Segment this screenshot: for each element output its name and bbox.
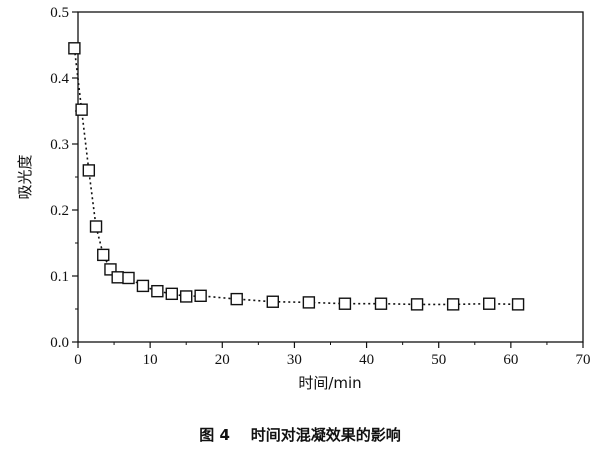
data-point bbox=[75, 103, 88, 116]
data-point bbox=[446, 298, 460, 311]
y-tick-label: 0.0 bbox=[50, 335, 69, 351]
x-tick-label: 10 bbox=[143, 352, 158, 368]
data-point bbox=[151, 284, 164, 298]
y-tick-label: 0.4 bbox=[50, 71, 69, 87]
data-point bbox=[82, 164, 96, 177]
data-point bbox=[266, 295, 279, 308]
data-point bbox=[97, 248, 110, 262]
y-tick-label: 0.2 bbox=[50, 203, 69, 219]
data-point bbox=[180, 290, 193, 303]
data-point bbox=[165, 287, 178, 301]
x-tick-label: 40 bbox=[359, 352, 374, 368]
x-axis-title: 时间/min bbox=[298, 374, 361, 392]
data-point bbox=[68, 42, 81, 55]
x-tick-label: 0 bbox=[74, 352, 82, 368]
data-point bbox=[122, 271, 135, 285]
data-point bbox=[374, 297, 388, 310]
data-point bbox=[194, 289, 207, 302]
data-point bbox=[483, 297, 496, 310]
x-tick-label: 70 bbox=[576, 352, 591, 368]
x-tick-label: 60 bbox=[503, 352, 518, 368]
data-point bbox=[230, 292, 243, 306]
figure-caption: 图 4 时间对混凝效果的影响 bbox=[199, 426, 401, 444]
y-axis-ticks: 0.0 0.1 0.2 0.3 0.4 0.5 bbox=[50, 5, 78, 351]
data-point bbox=[511, 298, 525, 311]
data-point bbox=[302, 296, 316, 309]
y-tick-label: 0.1 bbox=[50, 269, 69, 285]
data-point bbox=[111, 271, 124, 284]
data-point bbox=[104, 263, 117, 276]
y-tick-label: 0.5 bbox=[50, 5, 69, 21]
y-tick-label: 0.3 bbox=[50, 137, 69, 153]
x-tick-label: 50 bbox=[431, 352, 446, 368]
x-tick-label: 30 bbox=[287, 352, 302, 368]
x-tick-label: 20 bbox=[215, 352, 230, 368]
series-trend-line bbox=[73, 48, 519, 306]
data-point bbox=[136, 279, 150, 293]
x-axis-ticks: 0 10 20 30 40 50 60 70 bbox=[74, 342, 591, 368]
series-markers bbox=[68, 42, 525, 311]
data-point bbox=[89, 220, 103, 233]
data-point bbox=[338, 297, 352, 310]
y-axis-title: 吸光度 bbox=[16, 154, 34, 199]
data-point bbox=[410, 298, 424, 311]
